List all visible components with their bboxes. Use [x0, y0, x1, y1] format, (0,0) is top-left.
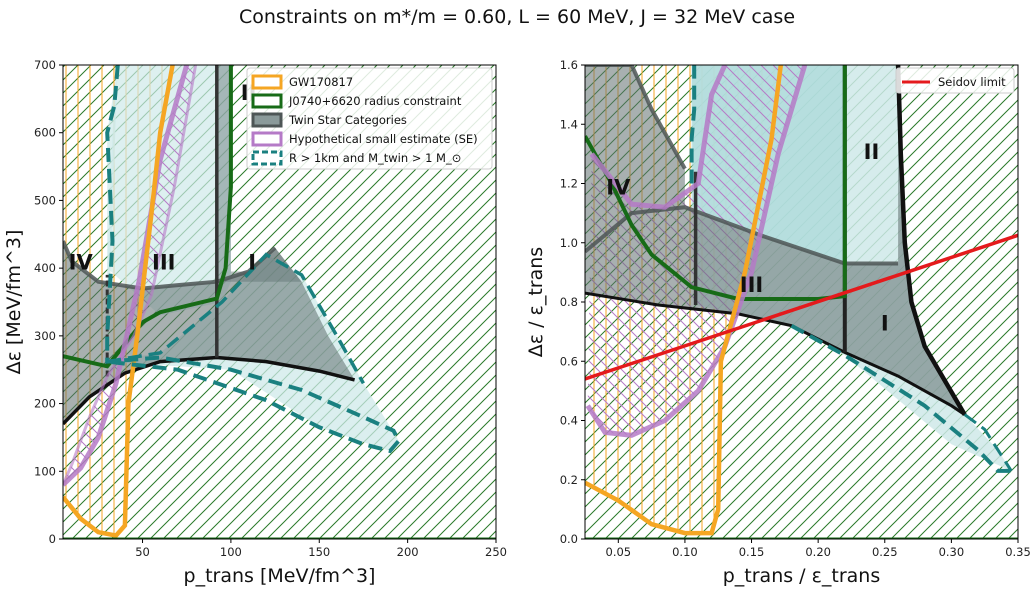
left-ytick-label: 0	[49, 532, 56, 546]
twin-lower-line	[63, 355, 356, 426]
gw-line	[585, 65, 784, 536]
left-ytick-label: 600	[34, 126, 56, 140]
left-legend: GW170817 J0740+6620 radius constraint Twin…	[246, 67, 493, 170]
left-xtick-label: 100	[220, 545, 242, 559]
region-label-iii: III	[740, 273, 763, 297]
twin-region-fill	[585, 65, 965, 415]
right-x-axis-label: p_trans / ε_trans	[723, 565, 881, 587]
right-plot-area	[585, 65, 1018, 539]
left-ytick-label: 400	[34, 261, 56, 275]
legend-swatch-j0740	[251, 93, 283, 109]
right-xtick-label: 0.05	[606, 545, 632, 559]
legend-label-j0740: J0740+6620 radius constraint	[288, 94, 462, 108]
right-ytick-label: 1.6	[560, 58, 578, 72]
legend-swatch-rm	[251, 150, 283, 166]
twin-region-fill	[63, 241, 355, 424]
right-xtick-label: 0.25	[872, 545, 898, 559]
region-label-iii: III	[152, 250, 175, 274]
right-ytick-label: 0.2	[560, 473, 578, 487]
seidov-line	[585, 233, 1018, 381]
chart-title: Constraints on m*/m = 0.60, L = 60 MeV, …	[239, 6, 795, 28]
se-region-fill	[63, 65, 196, 485]
rm-left-line	[689, 65, 697, 184]
twin-upper-line	[63, 240, 277, 291]
right-ytick-label: 0.6	[560, 354, 578, 368]
left-chart-panel: IVIIIIII50100150200250010020030040050060…	[3, 58, 507, 587]
left-xtick-label: 150	[308, 545, 330, 559]
right-ytick-label: 0.8	[560, 295, 578, 309]
left-y-axis-label: Δε [MeV/fm^3]	[3, 230, 25, 375]
right-ytick-label: 0.0	[560, 532, 578, 546]
right-y-axis-label: Δε / ε_trans	[525, 247, 547, 357]
right-ytick-label: 1.4	[560, 117, 578, 131]
right-legend-box	[895, 67, 1015, 94]
right-ytick-label: 0.4	[560, 414, 578, 428]
legend-label-twin: Twin Star Categories	[288, 113, 407, 127]
legend-label-se: Hypothetical small estimate (SE)	[289, 132, 478, 146]
left-xtick-label: 250	[485, 545, 507, 559]
legend-label-seidov: Seidov limit	[938, 75, 1006, 89]
se-line	[63, 65, 190, 487]
left-xtick-label: 50	[135, 545, 150, 559]
right-xtick-label: 0.20	[805, 545, 831, 559]
right-xtick-label: 0.35	[1005, 545, 1031, 559]
right-ytick-label: 1.0	[560, 236, 578, 250]
right-xtick-label: 0.15	[739, 545, 765, 559]
region-label-iv: IV	[606, 175, 631, 199]
left-xtick-label: 200	[397, 545, 419, 559]
rm-lower-line	[790, 323, 1012, 473]
rm-line	[105, 65, 402, 454]
left-ytick-label: 300	[34, 329, 56, 343]
left-ytick-label: 200	[34, 397, 56, 411]
region-label-ii: II	[864, 140, 880, 164]
right-ytick-label: 1.2	[560, 177, 578, 191]
rm-upper-line	[963, 413, 1013, 472]
rm-upper-line	[106, 252, 365, 385]
right-xtick-label: 0.30	[939, 545, 965, 559]
left-ytick-label: 100	[34, 464, 56, 478]
twin-upper-line	[585, 205, 899, 266]
right-xtick-label: 0.10	[672, 545, 698, 559]
left-ytick-label: 700	[34, 58, 56, 72]
left-ytick-label: 500	[34, 193, 56, 207]
se-lower-line	[63, 65, 198, 486]
right-legend: Seidov limit	[895, 67, 1015, 94]
legend-swatch-twin	[251, 112, 283, 128]
legend-swatch-se	[251, 131, 283, 147]
legend-swatch-gw	[251, 74, 283, 90]
gw-line	[63, 65, 175, 539]
se-upper-line	[589, 65, 728, 210]
legend-label-gw: GW170817	[289, 75, 353, 89]
left-x-axis-label: p_trans [MeV/fm^3]	[184, 565, 376, 587]
legend-label-rm: R > 1km and M_twin > 1 M_⊙	[289, 151, 461, 165]
region-label-i: I	[881, 312, 889, 336]
region-label-iv: IV	[69, 250, 94, 274]
se-line	[585, 65, 808, 438]
region-label-i: I	[248, 250, 256, 274]
twin-top-left-line	[585, 65, 687, 170]
left-legend-box	[246, 67, 493, 170]
left-axes-frame	[62, 64, 497, 540]
